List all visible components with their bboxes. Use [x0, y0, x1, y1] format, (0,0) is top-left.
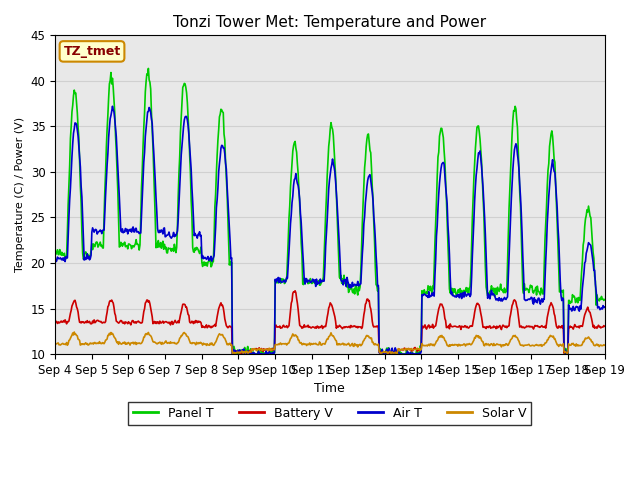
Battery V [173, 320, 181, 325]
Battery V [386, 351, 394, 357]
Panel T [601, 297, 609, 302]
Air T [228, 351, 236, 357]
Solar V [61, 341, 69, 347]
Text: TZ_tmet: TZ_tmet [63, 45, 121, 58]
Battery V [203, 322, 211, 328]
Battery V [414, 347, 422, 353]
Battery V [291, 288, 299, 294]
Panel T [398, 351, 406, 357]
Solar V [414, 346, 422, 352]
Panel T [232, 351, 239, 357]
Panel T [204, 263, 211, 269]
Panel T [174, 195, 182, 201]
Line: Panel T: Panel T [55, 69, 605, 354]
Air T [174, 217, 182, 223]
Line: Battery V: Battery V [55, 291, 605, 354]
Line: Solar V: Solar V [55, 332, 605, 354]
Battery V [398, 347, 406, 352]
Solar V [174, 340, 182, 346]
Air T [204, 255, 211, 261]
Panel T [51, 250, 59, 255]
Air T [61, 259, 69, 264]
Solar V [118, 340, 126, 346]
Air T [414, 350, 422, 356]
Line: Air T: Air T [55, 106, 605, 354]
Air T [109, 103, 116, 109]
Legend: Panel T, Battery V, Air T, Solar V: Panel T, Battery V, Air T, Solar V [129, 402, 531, 425]
Air T [601, 304, 609, 310]
X-axis label: Time: Time [314, 383, 345, 396]
Solar V [601, 342, 609, 348]
Solar V [51, 342, 59, 348]
Panel T [61, 256, 69, 262]
Solar V [70, 329, 78, 335]
Panel T [145, 66, 152, 72]
Panel T [118, 241, 125, 247]
Panel T [414, 351, 422, 357]
Battery V [51, 319, 59, 324]
Title: Tonzi Tower Met: Temperature and Power: Tonzi Tower Met: Temperature and Power [173, 15, 486, 30]
Air T [118, 226, 126, 232]
Battery V [601, 324, 609, 329]
Air T [398, 351, 406, 357]
Solar V [398, 346, 406, 352]
Y-axis label: Temperature (C) / Power (V): Temperature (C) / Power (V) [15, 117, 25, 272]
Battery V [118, 318, 125, 324]
Air T [51, 255, 59, 261]
Battery V [61, 317, 69, 323]
Solar V [384, 351, 392, 357]
Solar V [204, 341, 211, 347]
